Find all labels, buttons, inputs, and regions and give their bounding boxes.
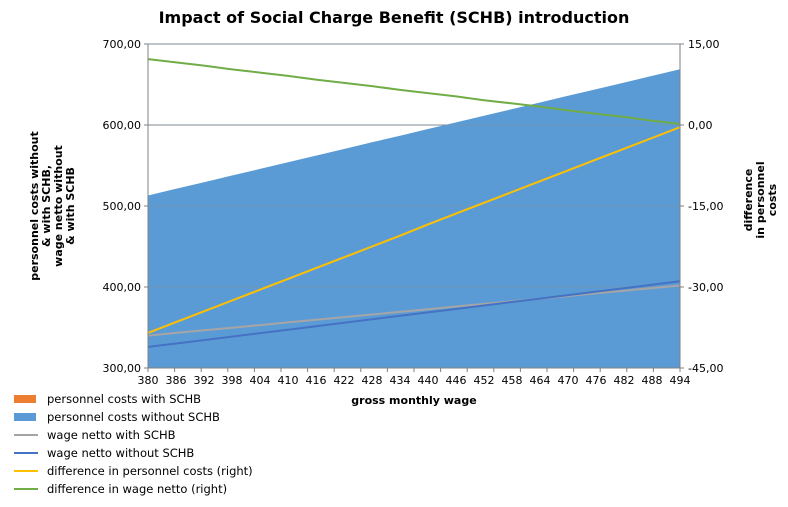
axes	[144, 43, 684, 372]
line-series	[147, 58, 681, 348]
y-right-tick-label: -30,00	[688, 281, 723, 294]
line-series-3	[147, 58, 681, 125]
x-axis-title: gross monthly wage	[351, 394, 476, 407]
legend-label: personnel costs with SCHB	[47, 392, 202, 406]
y-left-tick-label: 500,00	[103, 200, 142, 213]
y-right-axis-title-line: costs	[766, 183, 779, 216]
x-tick-label: 494	[670, 374, 691, 387]
legend-label: difference in personnel costs (right)	[47, 464, 253, 478]
y-right-axis-title-line: difference	[742, 169, 755, 232]
x-tick-label: 470	[558, 374, 579, 387]
y-left-tick-label: 700,00	[103, 38, 142, 51]
legend-label: personnel costs without SCHB	[47, 410, 220, 424]
y-right-tick-label: -15,00	[688, 200, 723, 213]
x-tick-label: 392	[194, 374, 215, 387]
x-tick-label: 464	[530, 374, 551, 387]
x-tick-label: 434	[390, 374, 411, 387]
y-right-tick-label: -45,00	[688, 362, 723, 375]
y-left-tick-label: 400,00	[103, 281, 142, 294]
x-tick-label: 380	[138, 374, 159, 387]
y-right-axis-title-line: in personnel	[754, 161, 767, 238]
x-tick-label: 488	[642, 374, 663, 387]
legend-label: wage netto with SCHB	[47, 428, 176, 442]
legend-label: wage netto without SCHB	[47, 446, 195, 460]
y-right-tick-label: 0,00	[688, 119, 713, 132]
y-left-tick-label: 300,00	[103, 362, 142, 375]
y-left-tick-label: 600,00	[103, 119, 142, 132]
x-tick-label: 452	[474, 374, 495, 387]
area-series-1	[148, 69, 680, 369]
legend-swatch	[14, 452, 38, 454]
y-left-axis-title-line: & with SCHB	[64, 167, 77, 245]
x-tick-label: 428	[362, 374, 383, 387]
axis-titles: gross monthly wage personnel costs withou…	[28, 131, 779, 407]
y-left-axis-title-line: & with SCHB,	[40, 165, 53, 247]
legend-swatch	[14, 470, 38, 472]
legend-label: difference in wage netto (right)	[47, 482, 228, 496]
y-left-axis-title-line: personnel costs without	[28, 131, 41, 281]
y-left-axis-title: personnel costs without& with SCHB,wage …	[28, 131, 77, 281]
x-tick-label: 416	[306, 374, 327, 387]
area-series	[148, 43, 680, 369]
x-tick-label: 476	[586, 374, 607, 387]
legend-swatch	[14, 488, 38, 490]
y-right-axis-title: differencein personnelcosts	[742, 161, 779, 238]
x-tick-label: 422	[334, 374, 355, 387]
x-tick-label: 482	[614, 374, 635, 387]
legend-swatch	[14, 434, 38, 436]
x-tick-label: 410	[278, 374, 299, 387]
x-tick-label: 386	[166, 374, 187, 387]
x-tick-label: 458	[502, 374, 523, 387]
line-series-0	[147, 284, 681, 337]
tick-labels: 700,00 600,00 500,00 400,00 300,00 15,00 0,00 -…	[103, 38, 724, 387]
legend-swatch	[14, 413, 36, 421]
y-right-tick-label: 15,00	[688, 38, 720, 51]
x-tick-label: 398	[222, 374, 243, 387]
y-left-axis-title-line: wage netto without	[52, 145, 65, 267]
x-tick-label: 440	[418, 374, 439, 387]
x-tick-label: 404	[250, 374, 271, 387]
x-tick-label: 446	[446, 374, 467, 387]
legend-swatch	[14, 395, 36, 403]
line-series-2	[147, 126, 681, 334]
chart-title: Impact of Social Charge Benefit (SCHB) i…	[158, 8, 630, 27]
line-series-1	[147, 280, 681, 348]
